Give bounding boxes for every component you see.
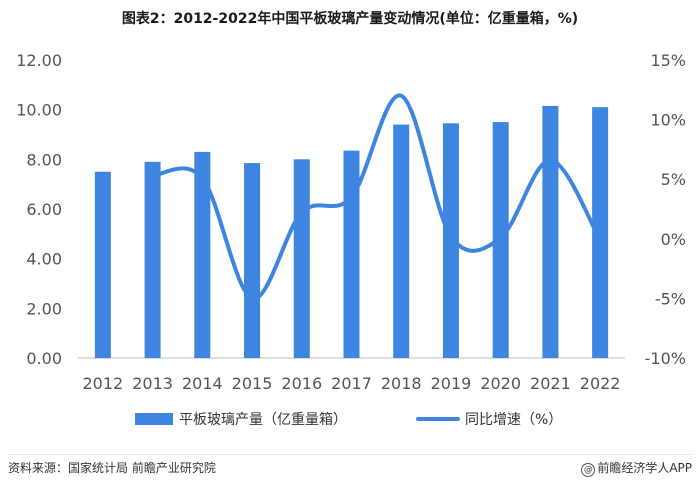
bar [194,151,211,358]
bar [442,123,459,358]
source-note: 资料来源：国家统计局 前瞻产业研究院 [8,461,216,475]
legend-line-label: 同比增速（%） [465,412,562,428]
left-tick-label: 0.00 [26,349,62,368]
x-tick-label: 2018 [381,374,422,393]
bar [144,161,161,358]
x-tick-label: 2016 [281,374,322,393]
x-tick-label: 2020 [480,374,521,393]
bar [393,124,410,358]
right-tick-label: 5% [661,170,686,189]
left-tick-label: 2.00 [26,299,62,318]
left-tick-label: 8.00 [26,150,62,169]
left-tick-label: 10.00 [16,101,62,120]
brand-label: 前瞻经济学人APP [597,461,692,475]
right-tick-label: 10% [650,111,686,130]
x-tick-label: 2015 [232,374,273,393]
x-tick-label: 2013 [132,374,173,393]
bar [592,107,609,358]
x-tick-label: 2017 [331,374,372,393]
x-tick-label: 2022 [580,374,621,393]
bar [542,105,559,358]
right-tick-label: -5% [655,289,686,308]
chart: 0.00 2.00 4.00 6.00 8.00 10.00 12.00 -10% -5% 0%… [16,51,686,428]
x-tick-label: 2019 [431,374,472,393]
bar-series [94,105,609,358]
chart-title: 图表2：2012-2022年中国平板玻璃产量变动情况(单位：亿重量箱，%) [121,11,579,27]
legend: 平板玻璃产量（亿重量箱） 同比增速（%） [135,411,562,428]
brand: @ 前瞻经济学人APP [581,459,692,477]
bar [343,150,360,358]
x-tick-label: 2012 [83,374,124,393]
right-axis-ticks: -10% -5% 0% 5% 10% 15% [645,51,686,368]
at-icon: @ [581,463,596,477]
right-tick-label: 15% [650,51,686,70]
legend-bar-swatch [135,413,173,425]
footer: 资料来源：国家统计局 前瞻产业研究院 @ 前瞻经济学人APP [8,454,692,477]
right-tick-label: -10% [645,349,686,368]
bar [94,171,111,358]
bar [293,159,310,358]
left-tick-label: 6.00 [26,200,62,219]
x-tick-label: 2014 [182,374,223,393]
bar [244,163,261,358]
right-tick-label: 0% [661,230,686,249]
left-tick-label: 12.00 [16,51,62,70]
growth-line [150,93,603,301]
legend-bar-label: 平板玻璃产量（亿重量箱） [179,411,347,428]
x-axis-ticks: 2012 2013 2014 2015 2016 2017 2018 2019 2020 2021… [83,374,621,393]
x-tick-label: 2021 [530,374,571,393]
left-tick-label: 4.00 [26,250,62,269]
left-axis-ticks: 0.00 2.00 4.00 6.00 8.00 10.00 12.00 [16,51,62,368]
